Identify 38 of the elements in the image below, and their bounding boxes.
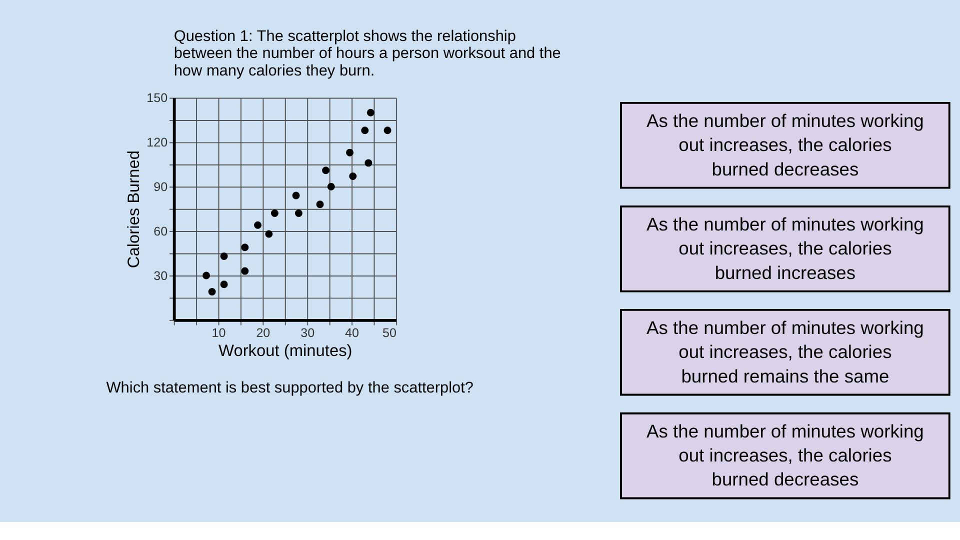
x-tick-label: 30 [300,326,315,340]
text: Which statement is best supported by the scatterplot? [106,379,474,396]
point [327,182,335,190]
point [384,126,392,134]
point [241,267,249,275]
point [202,272,210,280]
point [254,221,262,229]
chart-title: Question 1: The scatterplot shows the relationship between the number of hours a person worksout and the how many calories they burn. [174,28,561,80]
point [361,126,369,134]
text: As the number of minutes working out increases, the calories burned decreases [646,110,924,180]
point [364,159,372,167]
point [220,280,228,288]
x-tick-label: 10 [212,326,226,340]
point [316,200,324,208]
point [270,210,278,218]
point [208,288,216,296]
text: As the number of minutes working out increases, the calories burned remains the same [646,316,924,386]
point [322,166,330,174]
point [346,148,354,156]
point [366,108,374,116]
point [294,210,302,218]
y-tick-label: 150 [146,91,168,106]
x-tick-label: 50 [382,326,396,340]
point [349,172,357,180]
x-axis-title: Workout (minutes) [218,342,352,360]
y-tick-label: 120 [146,136,168,150]
point [292,192,300,200]
y-tick-label: 60 [154,224,168,238]
point [220,252,228,260]
point [241,244,249,252]
x-tick-label: 40 [345,326,360,340]
text: As the number of minutes working out increases, the calories burned increases [646,214,924,283]
point [265,230,273,238]
y-tick-label: 30 [154,268,168,283]
y-tick-label: 90 [154,180,168,194]
y-axis-title: Calories Burned [124,150,143,268]
text: As the number of minutes working out increases, the calories burned decreases [646,420,924,490]
x-tick-label: 20 [256,326,270,340]
